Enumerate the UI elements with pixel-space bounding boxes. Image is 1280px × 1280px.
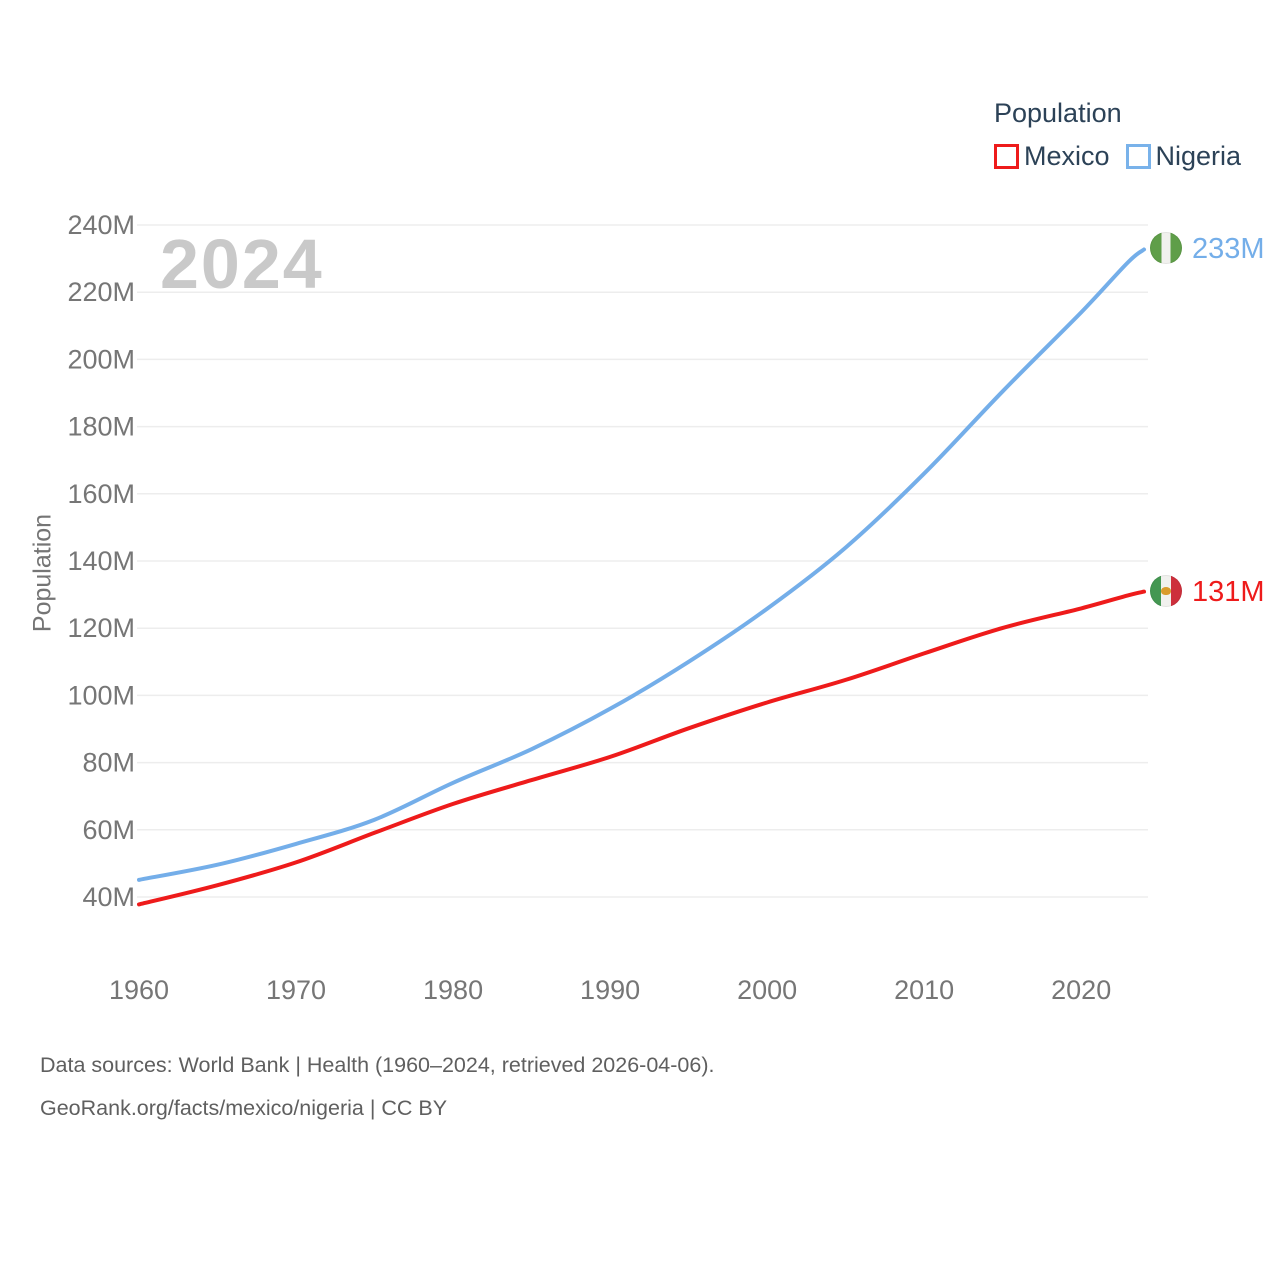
legend-item-mexico[interactable]: Mexico — [994, 141, 1110, 172]
x-tick-label: 1980 — [423, 975, 483, 1005]
legend-label-nigeria[interactable]: Nigeria — [1155, 141, 1242, 171]
x-tick-label: 2010 — [894, 975, 954, 1005]
x-tick-label: 2020 — [1051, 975, 1111, 1005]
nigeria-end-value: 233M — [1192, 233, 1265, 265]
x-tick-label: 2000 — [737, 975, 797, 1005]
mexico-series-line — [137, 589, 1146, 907]
y-tick-label: 180M — [67, 412, 135, 442]
legend-label-mexico[interactable]: Mexico — [1024, 141, 1110, 171]
y-tick-label: 220M — [67, 277, 135, 307]
mexico-legend-checkbox-icon[interactable] — [994, 144, 1019, 169]
y-tick-label: 40M — [82, 882, 135, 912]
y-tick-label: 100M — [67, 680, 135, 710]
footer: Data sources: World Bank | Health (1960–… — [40, 1044, 714, 1130]
x-tick-label: 1960 — [109, 975, 169, 1005]
x-tick-label: 1970 — [266, 975, 326, 1005]
y-tick-label: 160M — [67, 479, 135, 509]
watermark-year: 2024 — [160, 225, 324, 303]
x-tick-label: 1990 — [580, 975, 640, 1005]
y-axis-title: Population — [28, 513, 57, 633]
legend-title: Population — [994, 98, 1122, 128]
data-sources-text: Data sources: World Bank | Health (1960–… — [40, 1053, 715, 1077]
y-tick-label: 140M — [67, 546, 135, 576]
y-tick-label: 80M — [82, 748, 135, 778]
y-tick-label: 60M — [82, 815, 135, 845]
legend-item-nigeria[interactable]: Nigeria — [1125, 141, 1242, 172]
mexico-end-value: 131M — [1192, 576, 1265, 608]
nigeria-legend-checkbox-icon[interactable] — [1125, 144, 1151, 169]
nigeria-series-line — [137, 247, 1146, 882]
legend-rows: Mexico Nigeria — [994, 141, 1274, 172]
y-tick-label: 240M — [67, 210, 135, 240]
attribution-url-text: GeoRank.org/facts/mexico/nigeria | CC BY — [40, 1096, 448, 1120]
mexico-flag-icon — [1150, 575, 1182, 607]
y-tick-label: 200M — [67, 344, 135, 374]
nigeria-flag-icon — [1150, 232, 1182, 264]
legend: Population Mexico Nigeria — [994, 98, 1274, 172]
y-tick-label: 120M — [67, 613, 135, 643]
